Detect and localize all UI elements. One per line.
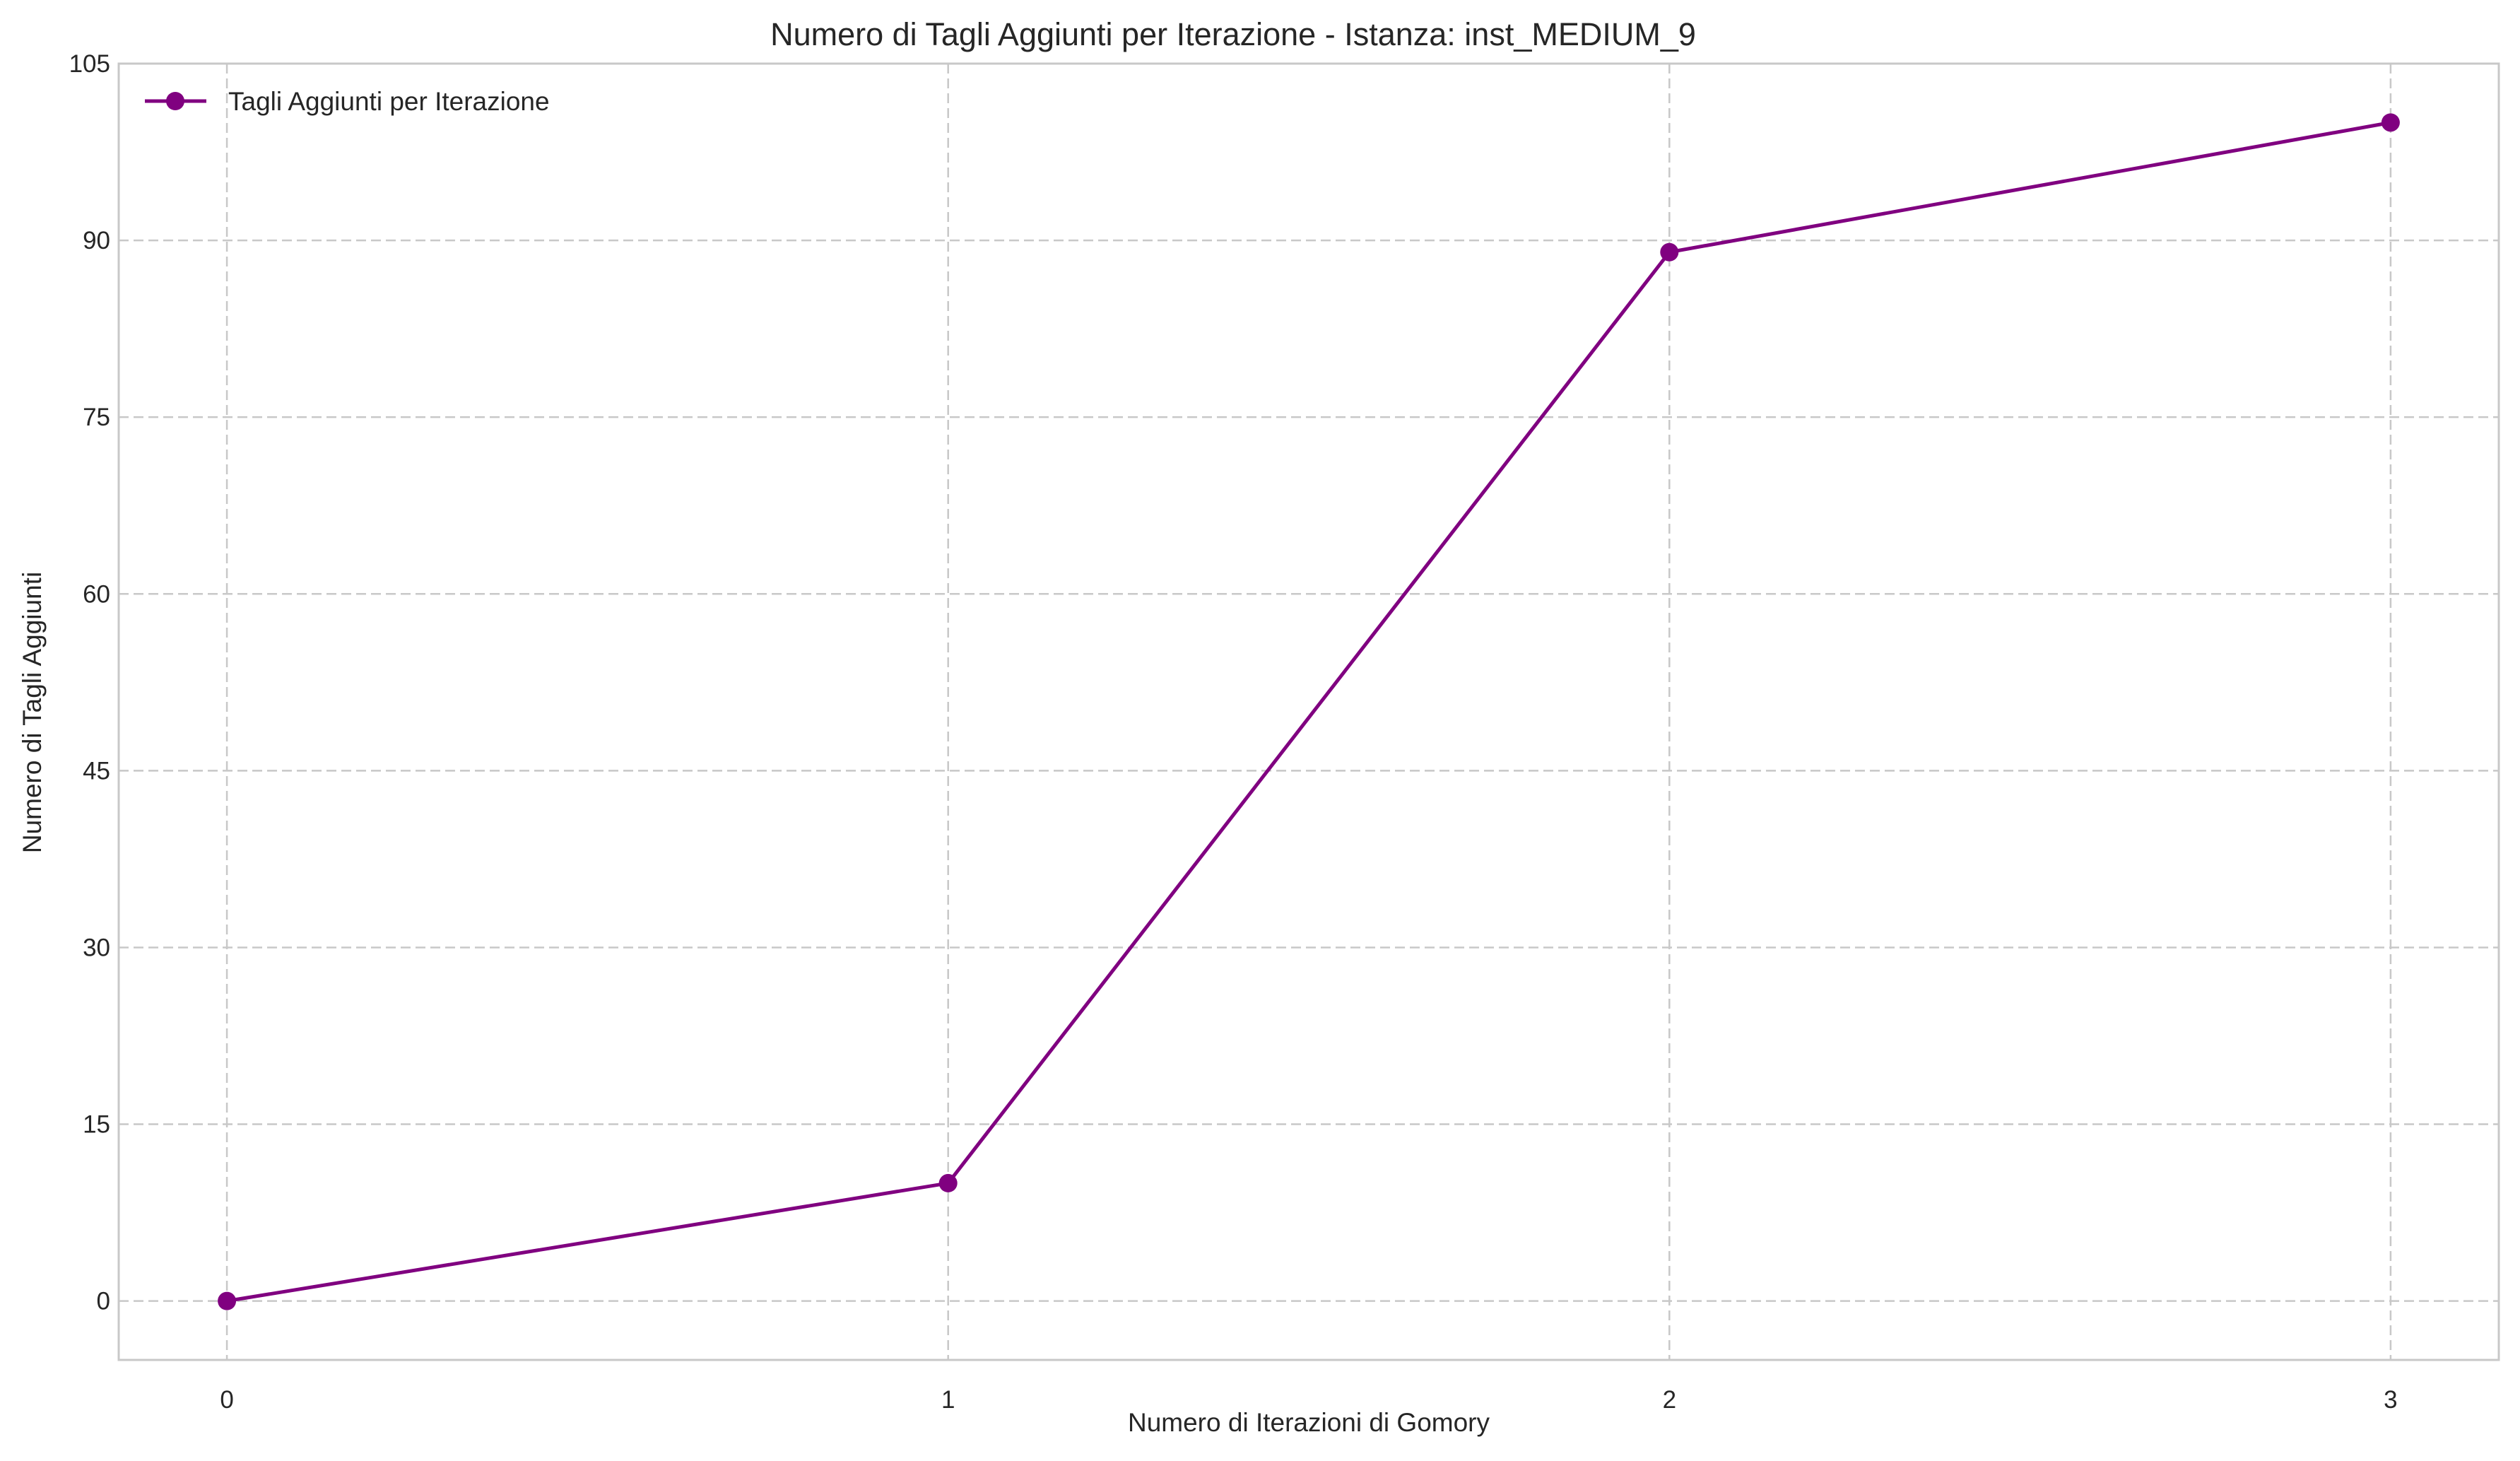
x-tick-label: 3 [2384,1386,2397,1414]
data-point [1660,242,1679,262]
data-point [2381,113,2400,132]
series-layer [218,113,2400,1310]
y-tick-label: 105 [69,50,110,78]
series-line [226,120,2391,1303]
y-tick-label: 60 [83,580,110,608]
data-point [938,1173,958,1192]
y-tick-label: 75 [83,404,110,431]
y-tick-label: 45 [83,757,110,785]
y-tick-labels: 0 15 30 45 60 75 90 105 [69,50,110,1315]
x-tick-label: 0 [220,1386,233,1414]
grid-lines [119,62,2499,1360]
axes-frame [117,62,2500,1361]
x-tick-label: 1 [941,1386,955,1414]
x-axis-label: Numero di Iterazioni di Gomory [1128,1408,1490,1437]
data-point [218,1291,237,1310]
y-tick-label: 30 [83,934,110,961]
legend: Tagli Aggiunti per Iterazione [145,87,550,116]
legend-marker [166,92,184,110]
y-tick-label: 15 [83,1111,110,1139]
x-tick-label: 2 [1663,1386,1676,1414]
y-tick-label: 90 [83,227,110,254]
legend-label: Tagli Aggiunti per Iterazione [228,87,550,116]
y-tick-label: 0 [97,1288,110,1315]
chart-title: Numero di Tagli Aggiunti per Iterazione … [770,16,1696,52]
y-axis-label: Numero di Tagli Aggiunti [18,572,47,853]
x-tick-labels: 0 1 2 3 [220,1386,2397,1414]
